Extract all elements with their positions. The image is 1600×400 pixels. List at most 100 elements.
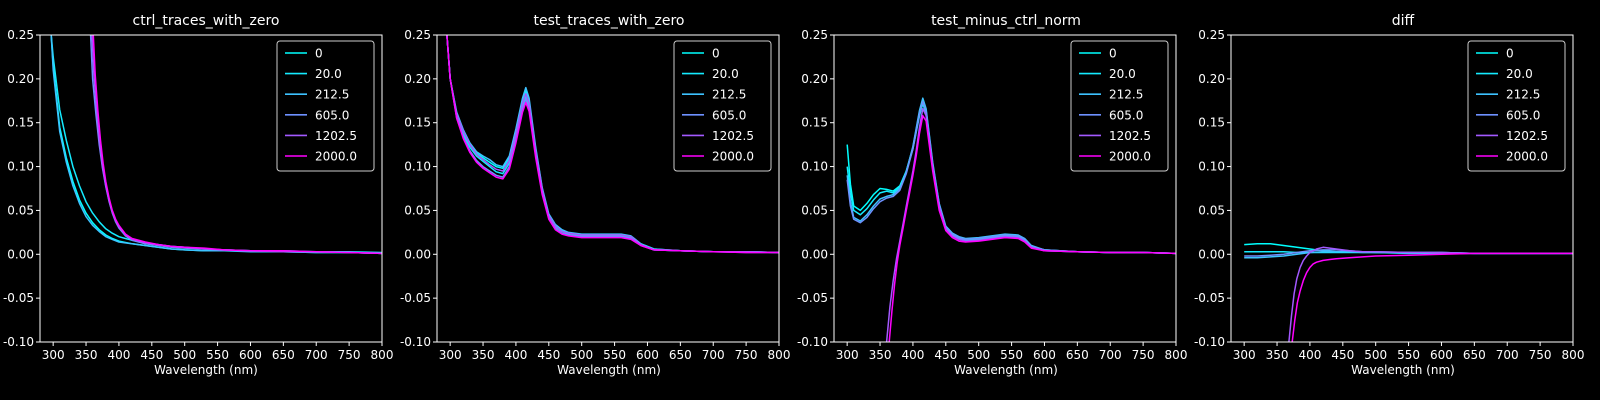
legend-label: 20.0 — [1109, 67, 1136, 81]
legend: 0 20.0 212.5 605.0 1202.5 2000.0 — [673, 40, 772, 172]
legend-label: 2000.0 — [315, 150, 357, 164]
y-tick-label: 0.05 — [404, 203, 431, 217]
series-line — [446, 35, 779, 254]
y-tick-label: 0.20 — [404, 72, 431, 86]
series-line — [446, 35, 779, 254]
x-tick-label: 600 — [1430, 348, 1453, 362]
legend-label: 212.5 — [1109, 88, 1143, 102]
x-tick-label: 650 — [272, 348, 295, 362]
x-tick-label: 550 — [1397, 348, 1420, 362]
axes-frame — [833, 34, 1177, 343]
legend-label: 0 — [1506, 47, 1514, 61]
y-tick-label: -0.05 — [3, 291, 34, 305]
y-tick-label: -0.05 — [1194, 291, 1225, 305]
x-tick-label: 300 — [439, 348, 462, 362]
y-tick-label: 0.15 — [404, 116, 431, 130]
legend-label: 212.5 — [712, 88, 746, 102]
y-tick-label: -0.10 — [797, 335, 828, 349]
series-group — [1244, 243, 1573, 342]
x-tick-label: 650 — [1066, 348, 1089, 362]
legend-label: 0 — [712, 47, 720, 61]
legend-label: 1202.5 — [712, 129, 754, 143]
x-tick-label: 400 — [901, 348, 924, 362]
panel-2: test_traces_with_zero Wavelength (nm) 30… — [400, 13, 791, 377]
y-tick-label: -0.05 — [400, 291, 431, 305]
x-tick-label: 300 — [836, 348, 859, 362]
y-tick-label: 0.15 — [7, 116, 34, 130]
legend-label: 2000.0 — [1506, 150, 1548, 164]
x-tick-label: 300 — [42, 348, 65, 362]
y-tick-label: 0.05 — [801, 203, 828, 217]
legend-label: 0 — [1109, 47, 1117, 61]
x-axis-label: Wavelength (nm) — [954, 363, 1058, 377]
series-group — [846, 97, 1176, 342]
x-tick-label: 800 — [1165, 348, 1188, 362]
x-tick-label: 400 — [1298, 348, 1321, 362]
y-tick-label: 0.05 — [1198, 203, 1225, 217]
x-tick-label: 500 — [1364, 348, 1387, 362]
y-tick-label: 0.00 — [801, 247, 828, 261]
y-tick-label: -0.10 — [1194, 335, 1225, 349]
x-tick-label: 650 — [1463, 348, 1486, 362]
x-tick-label: 300 — [1233, 348, 1256, 362]
legend-label: 20.0 — [1506, 67, 1533, 81]
legend-label: 212.5 — [315, 88, 349, 102]
y-tick-label: 0.10 — [1198, 160, 1225, 174]
y-tick-label: 0.00 — [7, 247, 34, 261]
axes-frame — [1230, 34, 1574, 343]
y-tick-label: 0.00 — [1198, 247, 1225, 261]
series-line — [92, 35, 382, 255]
y-tick-label: 0.10 — [7, 160, 34, 174]
x-axis-label: Wavelength (nm) — [1351, 363, 1455, 377]
y-tick-label: 0.20 — [7, 72, 34, 86]
axes-frame — [436, 34, 780, 343]
series-group — [50, 35, 382, 255]
x-tick-label: 350 — [1266, 348, 1289, 362]
x-tick-label: 350 — [472, 348, 495, 362]
x-tick-label: 650 — [669, 348, 692, 362]
y-tick-label: 0.10 — [404, 160, 431, 174]
x-axis-label: Wavelength (nm) — [557, 363, 661, 377]
x-tick-label: 450 — [1331, 348, 1354, 362]
x-tick-label: 500 — [570, 348, 593, 362]
y-tick-label: 0.10 — [801, 160, 828, 174]
legend-label: 605.0 — [1506, 108, 1540, 122]
y-tick-label: 0.25 — [801, 28, 828, 42]
x-axis-label: Wavelength (nm) — [154, 363, 258, 377]
y-tick-label: 0.20 — [801, 72, 828, 86]
x-tick-label: 500 — [967, 348, 990, 362]
legend-label: 1202.5 — [1109, 129, 1151, 143]
y-tick-label: 0.00 — [404, 247, 431, 261]
axes-frame — [39, 34, 383, 343]
legend-label: 605.0 — [1109, 108, 1143, 122]
x-tick-label: 700 — [702, 348, 725, 362]
legend: 0 20.0 212.5 605.0 1202.5 2000.0 — [1070, 40, 1169, 172]
y-tick-label: 0.20 — [1198, 72, 1225, 86]
panel-title: test_traces_with_zero — [534, 13, 685, 29]
x-tick-label: 750 — [338, 348, 361, 362]
x-tick-label: 450 — [140, 348, 163, 362]
x-tick-label: 800 — [768, 348, 791, 362]
y-tick-label: 0.25 — [404, 28, 431, 42]
legend-label: 2000.0 — [1109, 150, 1151, 164]
y-tick-label: -0.10 — [3, 335, 34, 349]
x-tick-label: 800 — [371, 348, 394, 362]
y-tick-label: 0.25 — [1198, 28, 1225, 42]
series-line — [1291, 252, 1573, 342]
legend-label: 2000.0 — [712, 150, 754, 164]
x-tick-label: 600 — [636, 348, 659, 362]
y-tick-label: 0.15 — [1198, 116, 1225, 130]
series-line — [888, 114, 1176, 342]
legend-label: 605.0 — [315, 108, 349, 122]
legend-label: 605.0 — [712, 108, 746, 122]
panel-title: diff — [1392, 13, 1415, 29]
legend: 0 20.0 212.5 605.0 1202.5 2000.0 — [276, 40, 375, 172]
x-tick-label: 550 — [206, 348, 229, 362]
legend: 0 20.0 212.5 605.0 1202.5 2000.0 — [1467, 40, 1566, 172]
panel-3: test_minus_ctrl_norm Wavelength (nm) 300… — [797, 13, 1188, 377]
x-tick-label: 750 — [1529, 348, 1552, 362]
y-tick-label: 0.05 — [7, 203, 34, 217]
legend-label: 1202.5 — [1506, 129, 1548, 143]
legend-label: 20.0 — [712, 67, 739, 81]
